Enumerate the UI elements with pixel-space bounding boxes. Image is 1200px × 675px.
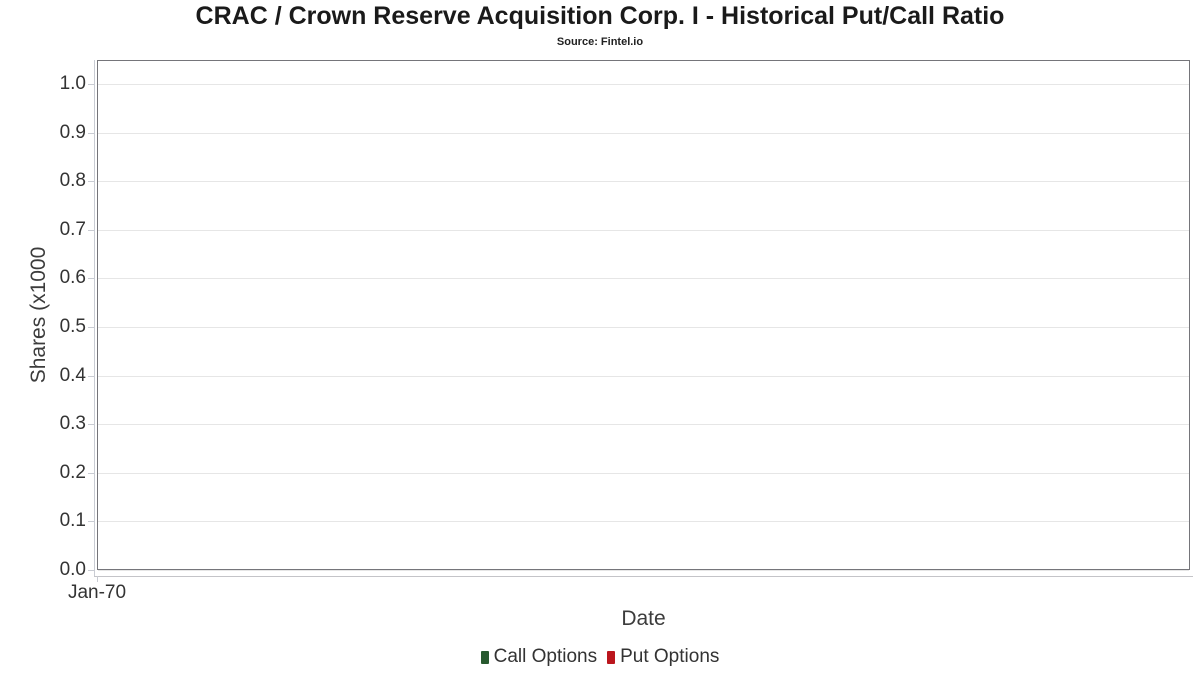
x-axis-line [94, 576, 1193, 577]
y-gridline [98, 424, 1189, 426]
legend-item-put-options[interactable]: Put Options [607, 646, 719, 668]
legend-swatch [607, 650, 616, 664]
y-tick-label: 1.0 [59, 73, 86, 94]
chart-subtitle: Source: Fintel.io [556, 36, 644, 48]
y-tick-mark [88, 278, 94, 280]
y-gridline [98, 84, 1189, 85]
y-tick-mark [88, 521, 94, 523]
y-gridline [98, 132, 1189, 134]
y-tick-mark [88, 375, 94, 377]
y-tick-label: 0.0 [59, 559, 86, 580]
y-tick-mark [88, 424, 94, 426]
y-tick-mark [88, 570, 94, 571]
x-tick-mark [97, 576, 98, 582]
y-gridline [98, 278, 1189, 280]
y-gridline [98, 229, 1189, 231]
y-tick-label: 0.6 [59, 267, 86, 289]
y-tick-label: 0.1 [59, 510, 86, 532]
y-tick-label: 0.2 [59, 461, 86, 483]
y-gridline [98, 521, 1189, 523]
y-gridline [98, 327, 1189, 328]
legend: Call Options Put Options [0, 646, 1200, 668]
y-gridline [98, 181, 1189, 183]
y-gridline [98, 472, 1189, 474]
y-tick-label: 0.8 [59, 170, 86, 192]
y-tick-mark [88, 229, 94, 231]
chart-title: CRAC / Crown Reserve Acquisition Corp. I… [195, 2, 1005, 30]
legend-label: Put Options [620, 646, 720, 667]
y-tick-mark [88, 327, 94, 328]
y-gridline [98, 570, 1189, 571]
plot-area [97, 60, 1190, 571]
x-tick-label: Jan-70 [67, 582, 127, 603]
y-tick-label: 0.3 [59, 413, 86, 435]
x-axis-title: Date [621, 607, 666, 630]
y-tick-mark [88, 84, 94, 85]
y-tick-label: 0.5 [59, 316, 86, 337]
y-tick-label: 0.4 [59, 364, 86, 386]
y-tick-mark [88, 472, 94, 474]
y-tick-label: 0.9 [59, 121, 86, 143]
y-tick-label: 0.7 [59, 218, 86, 240]
y-tick-mark [88, 181, 94, 183]
y-gridline [98, 375, 1189, 377]
y-tick-mark [88, 132, 94, 134]
legend-label: Call Options [493, 646, 598, 667]
y-axis-line [94, 60, 95, 577]
legend-item-call-options[interactable]: Call Options [480, 646, 598, 668]
legend-swatch [480, 650, 489, 664]
